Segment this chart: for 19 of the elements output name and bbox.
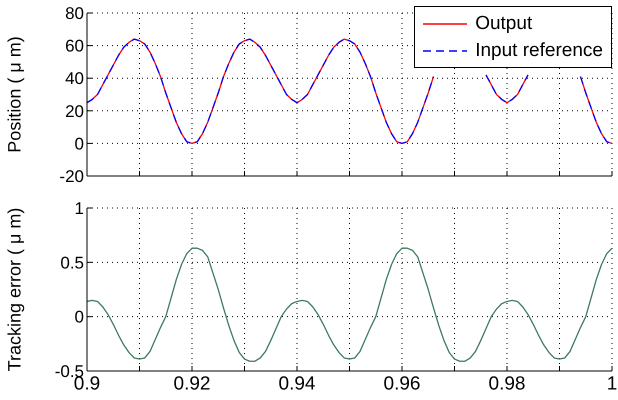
legend-label: Output (475, 12, 532, 36)
y-tick-label: 40 (65, 69, 84, 88)
x-tick-label: 0.96 (384, 373, 420, 394)
line-series (87, 248, 612, 362)
y-tick-label: 0 (74, 134, 84, 154)
x-tick-label: 0.98 (488, 373, 526, 394)
y-tick-label: 80 (65, 4, 84, 24)
y-tick-label: 0.5 (60, 253, 84, 272)
y-tick-label: 20 (65, 102, 84, 121)
y-tick-label: 0 (74, 308, 84, 327)
x-tick-label: 1 (606, 373, 618, 394)
y-tick-label: -20 (59, 167, 84, 186)
x-tick-label: 0.94 (278, 373, 316, 394)
y-tick-label: 60 (65, 36, 84, 56)
x-tick-label: 0.92 (174, 373, 210, 394)
y-axis-title: Position ( μ m) (4, 36, 24, 153)
legend-label: Input reference (475, 39, 603, 63)
y-tick-label: 1 (74, 199, 84, 218)
y-axis-title: Tracking error ( μ m) (4, 208, 24, 372)
